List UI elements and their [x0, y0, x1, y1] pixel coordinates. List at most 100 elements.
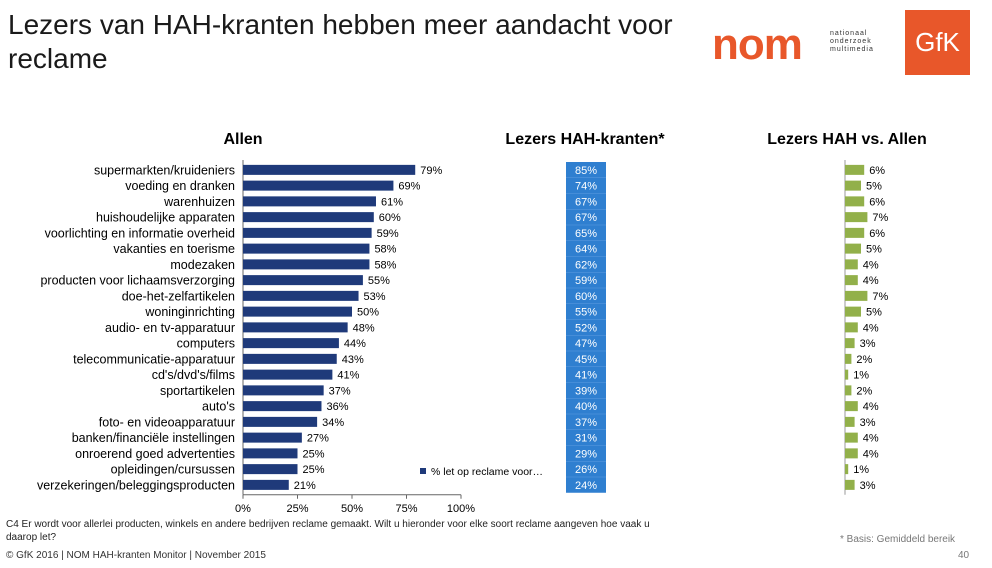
allen-bar — [243, 212, 374, 223]
allen-value-label: 36% — [326, 401, 348, 413]
diff-bar — [845, 416, 855, 427]
allen-value-label: 55% — [368, 275, 390, 287]
allen-value-label: 25% — [303, 464, 325, 476]
diff-value-label: 7% — [872, 212, 888, 224]
allen-value-label: 60% — [379, 212, 401, 224]
page-title: Lezers van HAH-kranten hebben meer aanda… — [8, 9, 673, 74]
panel-title-vs: Lezers HAH vs. Allen — [767, 131, 926, 148]
hah-cell-value: 74% — [575, 181, 597, 193]
hah-cell-value: 37% — [575, 417, 597, 429]
diff-value-label: 1% — [853, 464, 869, 476]
hah-cell-value: 67% — [575, 196, 597, 208]
allen-bar — [243, 432, 302, 443]
allen-x-tick-label: 50% — [341, 503, 363, 515]
hah-cell-value: 85% — [575, 165, 597, 177]
hah-cell-value: 40% — [575, 401, 597, 413]
diff-value-label: 3% — [860, 480, 876, 492]
hah-cell-value: 47% — [575, 338, 597, 350]
allen-x-tick-label: 100% — [447, 503, 475, 515]
allen-bar — [243, 227, 372, 238]
hah-cell-value: 26% — [575, 464, 597, 476]
diff-bar — [845, 212, 868, 223]
category-label: foto- en videoapparatuur — [99, 415, 235, 429]
diff-value-label: 6% — [869, 196, 885, 208]
diff-value-label: 5% — [866, 307, 882, 319]
diff-value-label: 1% — [853, 370, 869, 382]
category-label: sportartikelen — [160, 384, 235, 398]
diff-bar — [845, 243, 861, 254]
category-label: onroerend goed advertenties — [75, 447, 235, 461]
allen-bar — [243, 479, 289, 490]
diff-bar — [845, 322, 858, 333]
category-label: voorlichting en informatie overheid — [45, 226, 235, 240]
category-label: supermarkten/kruideniers — [94, 163, 235, 177]
allen-bar — [243, 243, 370, 254]
diff-bar — [845, 275, 858, 286]
category-label: doe-het-zelfartikelen — [122, 289, 235, 303]
allen-value-label: 37% — [329, 385, 351, 397]
allen-bar — [243, 464, 298, 475]
allen-bar — [243, 338, 339, 349]
allen-bar — [243, 306, 352, 317]
allen-x-tick-label: 25% — [286, 503, 308, 515]
allen-bar — [243, 448, 298, 459]
basis-note: * Basis: Gemiddeld bereik — [840, 534, 956, 545]
allen-value-label: 34% — [322, 417, 344, 429]
hah-cell-value: 45% — [575, 354, 597, 366]
allen-value-label: 21% — [294, 480, 316, 492]
allen-bar — [243, 353, 337, 364]
hah-cell-value: 67% — [575, 212, 597, 224]
diff-value-label: 4% — [863, 448, 879, 460]
allen-value-label: 50% — [357, 307, 379, 319]
diff-value-label: 4% — [863, 259, 879, 271]
diff-bar — [845, 259, 858, 270]
allen-bar — [243, 385, 324, 396]
allen-value-label: 58% — [374, 259, 396, 271]
diff-value-label: 5% — [866, 244, 882, 256]
diff-bar — [845, 401, 858, 412]
allen-bar — [243, 369, 333, 380]
allen-value-label: 61% — [381, 196, 403, 208]
legend-label: % let op reclame voor… — [431, 466, 543, 478]
diff-value-label: 5% — [866, 181, 882, 193]
question-footnote: C4 Er wordt voor allerlei producten, win… — [6, 519, 650, 543]
allen-value-label: 25% — [303, 448, 325, 460]
diff-value-label: 4% — [863, 401, 879, 413]
diff-value-label: 2% — [856, 385, 872, 397]
page-number: 40 — [958, 550, 970, 561]
hah-cell-value: 24% — [575, 480, 597, 492]
diff-value-label: 4% — [863, 275, 879, 287]
allen-bar — [243, 322, 348, 333]
category-label: banken/financiële instellingen — [72, 431, 235, 445]
allen-bar — [243, 180, 394, 191]
hah-cell-value: 55% — [575, 307, 597, 319]
category-label: computers — [177, 337, 235, 351]
category-label: auto's — [202, 400, 235, 414]
allen-value-label: 79% — [420, 165, 442, 177]
diff-value-label: 3% — [860, 338, 876, 350]
nom-logo-word: nom — [712, 20, 803, 69]
allen-bar — [243, 401, 322, 412]
category-label: vakanties en toerisme — [113, 242, 235, 256]
category-label: voeding en dranken — [125, 179, 235, 193]
diff-value-label: 6% — [869, 228, 885, 240]
allen-value-label: 41% — [337, 370, 359, 382]
category-label: producten voor lichaamsverzorging — [40, 274, 235, 288]
hah-column-background — [566, 162, 606, 493]
category-label: telecommunicatie-apparatuur — [73, 352, 235, 366]
diff-bar — [845, 338, 855, 349]
allen-value-label: 44% — [344, 338, 366, 350]
diff-value-label: 6% — [869, 165, 885, 177]
diff-bar — [845, 306, 861, 317]
diff-value-label: 4% — [863, 433, 879, 445]
allen-bar — [243, 416, 318, 427]
allen-bar — [243, 196, 376, 207]
hah-cell-value: 62% — [575, 259, 597, 271]
diff-bar — [845, 353, 852, 364]
allen-x-tick-label: 75% — [395, 503, 417, 515]
diff-bar — [845, 385, 852, 396]
category-label: warenhuizen — [163, 195, 235, 209]
diff-bar — [845, 479, 855, 490]
allen-bar — [243, 164, 416, 175]
diff-value-label: 3% — [860, 417, 876, 429]
